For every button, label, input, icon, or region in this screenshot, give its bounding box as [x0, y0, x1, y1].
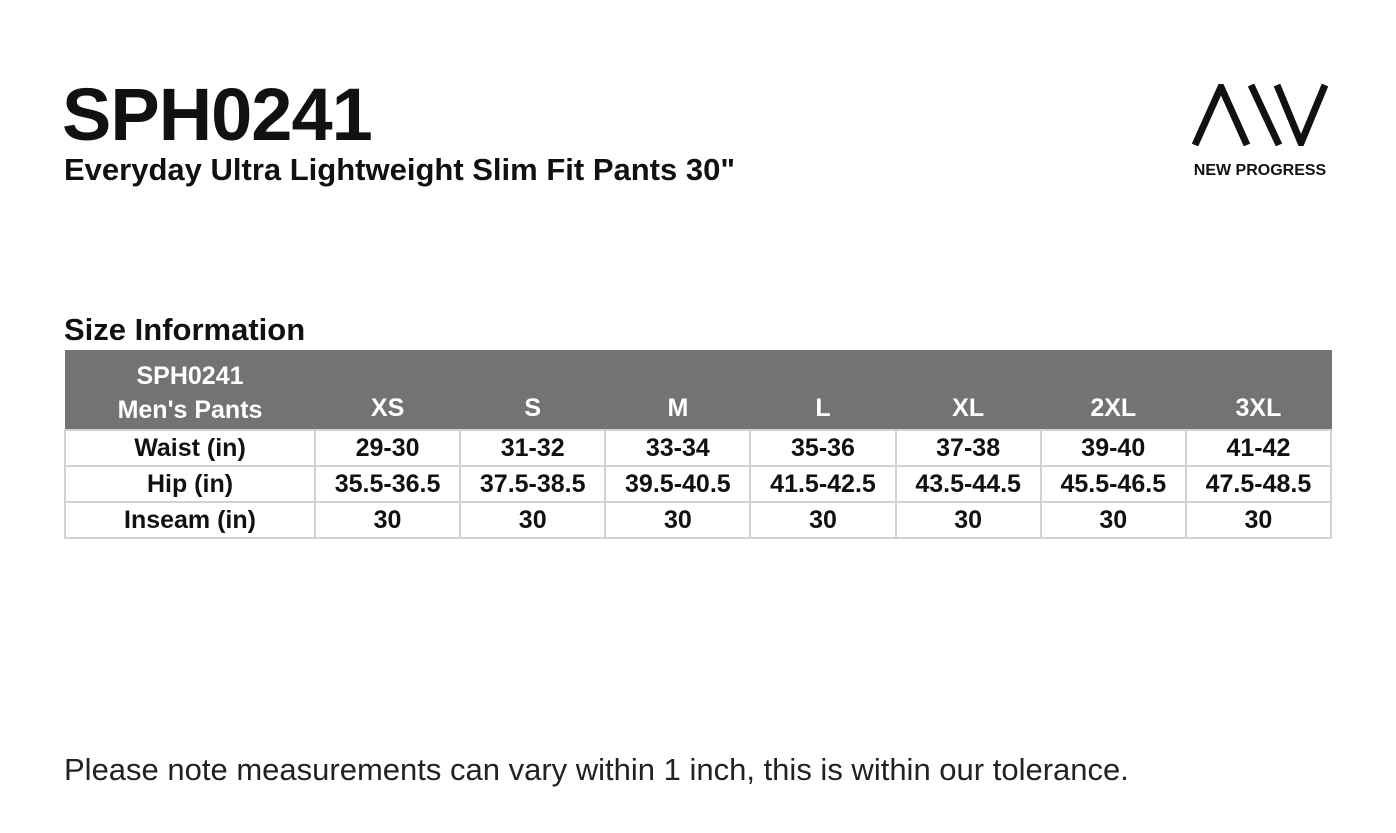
table-cell: 35-36 [749, 429, 897, 467]
table-cell: 47.5-48.5 [1184, 465, 1333, 503]
table-row-hip: Hip (in) 35.5-36.5 37.5-38.5 39.5-40.5 4… [64, 465, 1333, 503]
table-cell: 30 [1184, 501, 1333, 539]
table-cell: 30 [1039, 501, 1187, 539]
table-row-inseam: Inseam (in) 30 30 30 30 30 30 30 [64, 501, 1333, 539]
table-cell: 30 [459, 501, 607, 539]
table-row-waist: Waist (in) 29-30 31-32 33-34 35-36 37-38… [64, 429, 1333, 467]
table-cell: 30 [604, 501, 752, 539]
size-header-2xl: 2XL [1040, 350, 1187, 431]
size-header-l: L [749, 350, 897, 431]
brand-logo: NEW PROGRESS [1188, 84, 1332, 180]
logo-text: NEW PROGRESS [1193, 162, 1327, 179]
size-header-row: SPH0241 Men's Pants XS S M L XL 2XL 3XL [64, 350, 1332, 431]
table-cell: 37.5-38.5 [459, 465, 607, 503]
table-cell: 33-34 [604, 429, 752, 467]
table-corner-header: SPH0241 Men's Pants [64, 350, 316, 431]
corner-product-code: SPH0241 [136, 362, 244, 390]
table-cell: 30 [749, 501, 897, 539]
size-header-s: S [459, 350, 606, 431]
table-cell: 39-40 [1039, 429, 1187, 467]
aiv-logo-icon [1191, 84, 1329, 146]
table-cell: 41-42 [1184, 429, 1333, 467]
table-cell: 39.5-40.5 [604, 465, 752, 503]
tolerance-note: Please note measurements can vary within… [64, 752, 1129, 787]
table-cell: 29-30 [313, 429, 462, 467]
row-label: Waist (in) [64, 429, 316, 467]
table-cell: 43.5-44.5 [894, 465, 1042, 503]
table-cell: 37-38 [894, 429, 1042, 467]
table-cell: 41.5-42.5 [749, 465, 897, 503]
size-header-m: M [604, 350, 751, 431]
product-name: Everyday Ultra Lightweight Slim Fit Pant… [64, 152, 736, 187]
table-cell: 45.5-46.5 [1039, 465, 1187, 503]
size-header-xl: XL [895, 350, 1042, 431]
product-code: SPH0241 [62, 73, 373, 156]
size-header-xs: XS [314, 350, 461, 431]
table-cell: 31-32 [459, 429, 607, 467]
size-table: SPH0241 Men's Pants XS S M L XL 2XL 3XL … [64, 350, 1333, 539]
corner-category: Men's Pants [117, 396, 263, 424]
table-cell: 35.5-36.5 [313, 465, 462, 503]
size-section-title: Size Information [64, 312, 306, 347]
row-label: Hip (in) [64, 465, 316, 503]
row-label: Inseam (in) [64, 501, 316, 539]
table-cell: 30 [313, 501, 462, 539]
table-cell: 30 [894, 501, 1042, 539]
size-header-3xl: 3XL [1185, 350, 1332, 431]
